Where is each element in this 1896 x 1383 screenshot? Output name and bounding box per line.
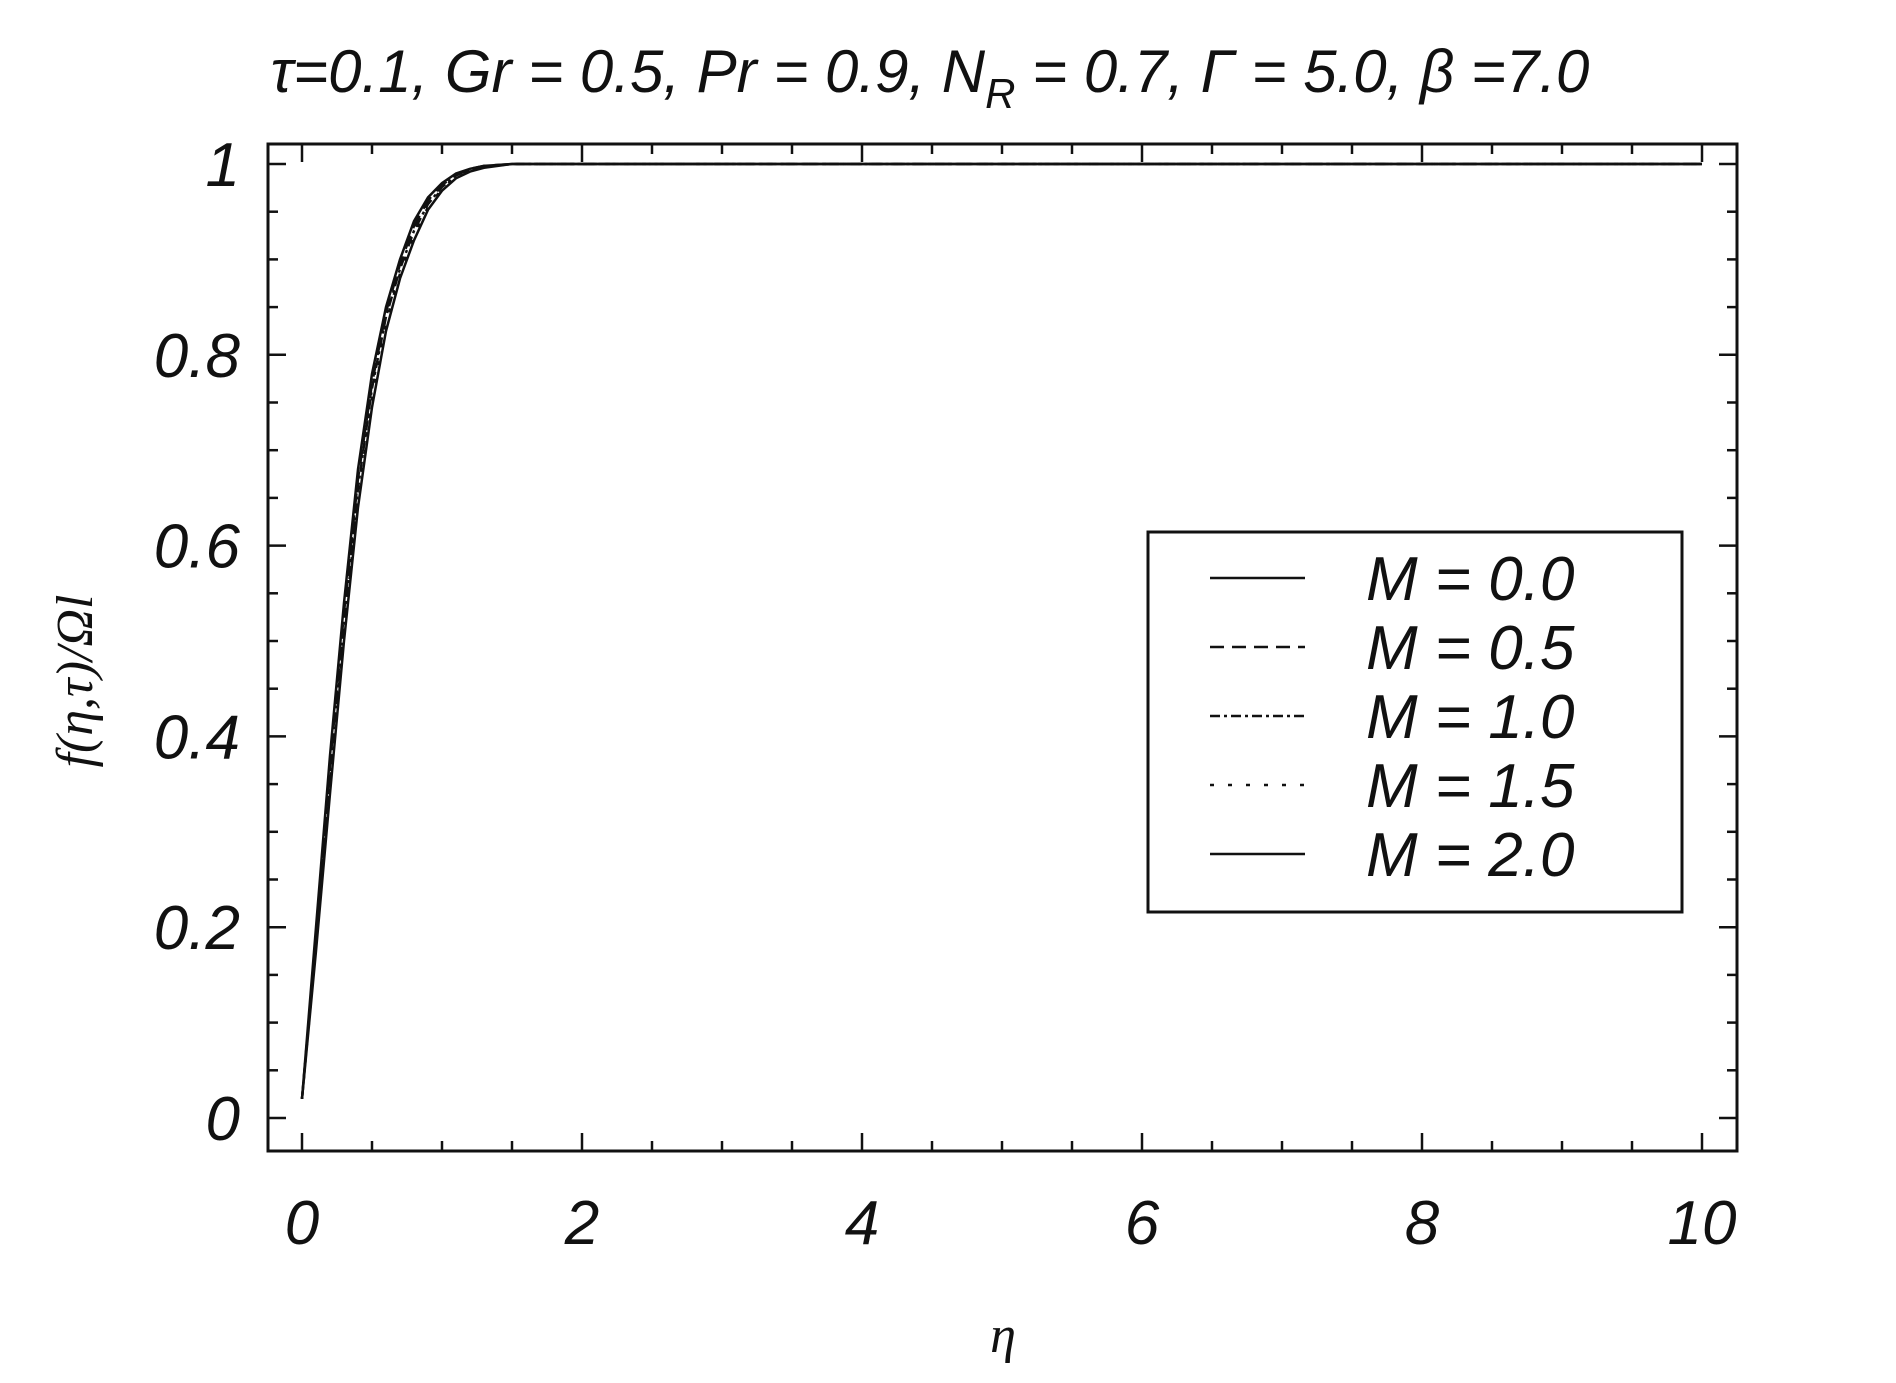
series-line-2: [300, 162, 1702, 1100]
x-tick-label: 0: [285, 1189, 319, 1258]
y-tick-label: 0.8: [154, 322, 241, 391]
x-tick-label: 4: [845, 1189, 879, 1258]
chart-title: τ=0.1, Gr = 0.5, Pr = 0.9, NR = 0.7, Γ =…: [271, 38, 1590, 117]
y-tick-label: 0.4: [154, 703, 240, 772]
y-axis-label: f(η,τ)/Ωl: [47, 595, 104, 768]
series-group: [300, 162, 1702, 1100]
legend-label: M = 1.5: [1366, 752, 1575, 821]
x-tick-label: 8: [1405, 1189, 1440, 1258]
legend-label: M = 1.0: [1366, 683, 1575, 752]
y-tick-label: 0: [206, 1085, 240, 1154]
legend-label: M = 2.0: [1366, 821, 1575, 890]
x-tick-label: 6: [1125, 1189, 1160, 1258]
x-tick-label: 10: [1668, 1189, 1737, 1258]
chart-title-main: τ=0.1, Gr = 0.5, Pr = 0.9, N: [271, 38, 986, 105]
y-tick-label: 1: [206, 131, 240, 200]
x-axis-label: η: [990, 1307, 1016, 1364]
legend-label: M = 0.5: [1366, 614, 1575, 683]
legend-label: M = 0.0: [1366, 545, 1575, 614]
series-line-4: [300, 162, 1702, 1100]
y-tick-label: 0.6: [154, 513, 241, 582]
chart-title-subscript: R: [985, 70, 1015, 117]
legend-box: [1146, 530, 1684, 914]
y-tick-label: 0.2: [154, 894, 240, 963]
x-tick-label: 2: [564, 1189, 599, 1258]
chart-title-rest: = 0.7, Γ = 5.0, β =7.0: [1015, 38, 1589, 105]
